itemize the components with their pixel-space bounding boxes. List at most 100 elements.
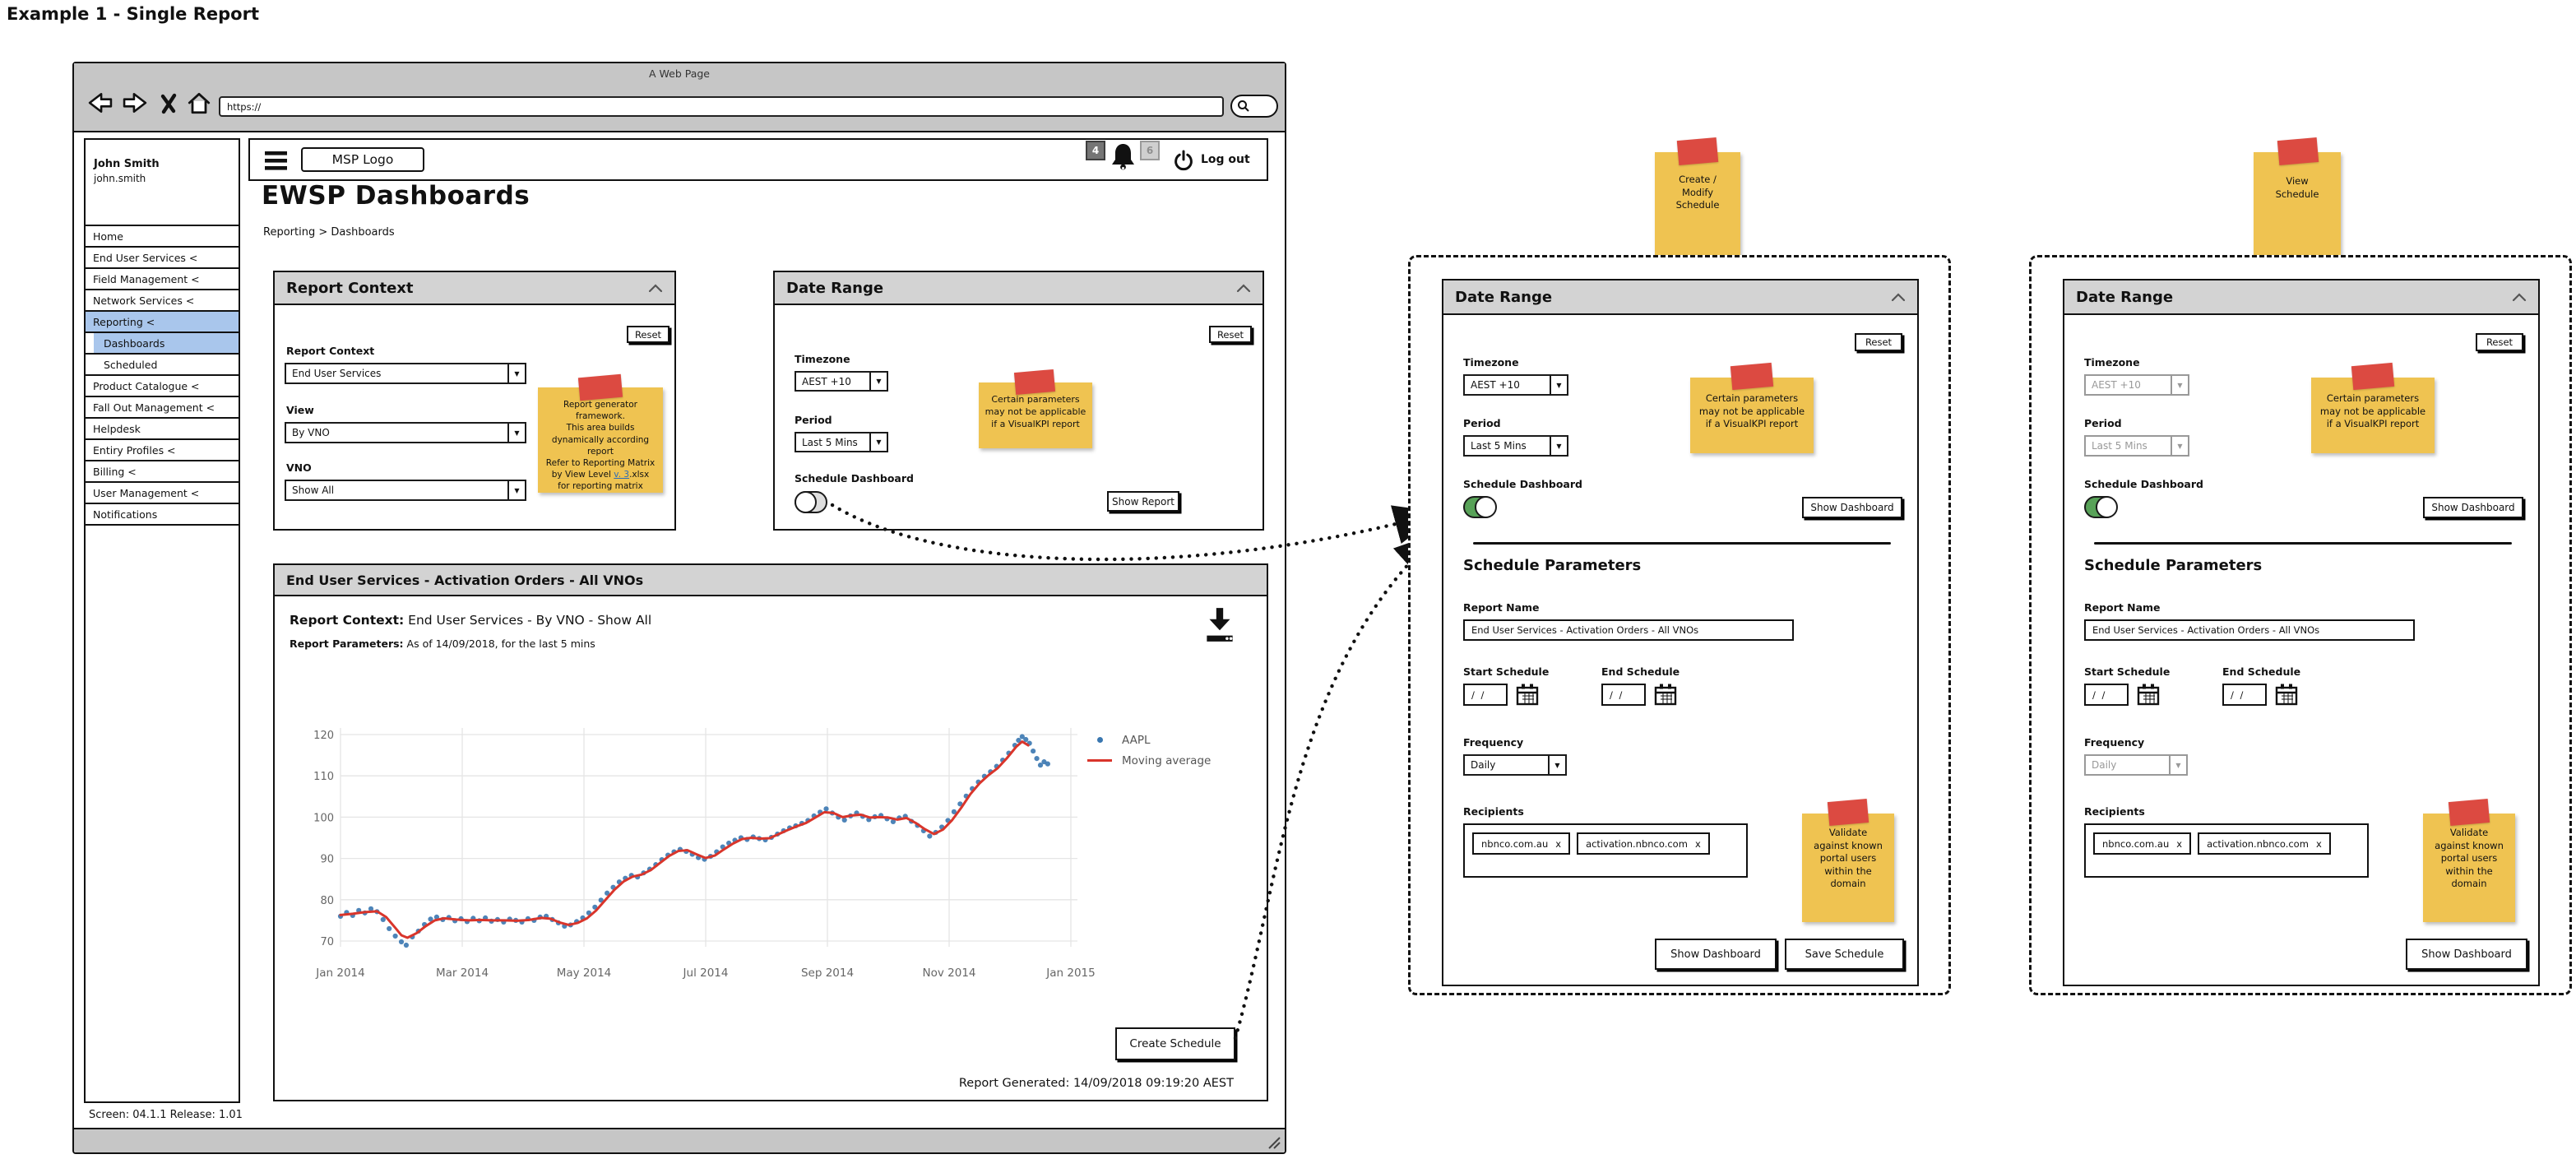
schedule-dashboard-label: Schedule Dashboard — [1463, 478, 1582, 490]
chevron-up-icon[interactable] — [1236, 283, 1251, 293]
date-range-reset-button[interactable]: Reset — [1209, 326, 1252, 343]
reporting-matrix-link[interactable]: v. 3 — [614, 470, 630, 480]
sidebar-item-network-services[interactable]: Network Services < — [84, 289, 240, 312]
schedule-date-range-title: Date Range — [2076, 288, 2174, 306]
bell-icon[interactable] — [1110, 142, 1136, 171]
report-generator-sticky-note: Report generator framework. This area bu… — [538, 373, 663, 493]
recipients-input[interactable]: nbnco.com.au x activation.nbnco.com x — [2084, 823, 2369, 878]
frequency-dropdown[interactable]: Daily ▼ — [1463, 754, 1567, 776]
save-schedule-button[interactable]: Save Schedule — [1785, 939, 1904, 970]
sticky-note-text: Report generator framework. This area bu… — [545, 400, 656, 480]
legend-moving-average-label: Moving average — [1122, 753, 1212, 767]
frequency-dropdown: Daily ▼ — [2084, 754, 2188, 776]
create-schedule-button[interactable]: Create Schedule — [1115, 1027, 1235, 1060]
dropdown-arrow-icon: ▼ — [507, 364, 525, 382]
report-context-dropdown[interactable]: End User Services ▼ — [285, 363, 526, 384]
recipient-tag[interactable]: activation.nbnco.com x — [2198, 832, 2331, 855]
chevron-up-icon[interactable] — [648, 283, 663, 293]
calendar-icon[interactable] — [2137, 683, 2160, 706]
recipient-text: nbnco.com.au — [1481, 837, 1549, 850]
chevron-up-icon[interactable] — [2512, 292, 2527, 302]
end-date-input[interactable]: / / — [2222, 684, 2267, 706]
schedule-dashboard-toggle[interactable] — [2084, 495, 2118, 518]
start-date-input[interactable]: / / — [1463, 684, 1508, 706]
sidebar-item-billing[interactable]: Billing < — [84, 460, 240, 483]
recipients-input[interactable]: nbnco.com.au x activation.nbnco.com x — [1463, 823, 1748, 878]
show-dashboard-button[interactable]: Show Dashboard — [1655, 939, 1777, 970]
dropdown-arrow-icon: ▼ — [1550, 437, 1567, 455]
show-dashboard-button[interactable]: Show Dashboard — [1802, 497, 1902, 518]
schedule-reset-button[interactable]: Reset — [1855, 333, 1902, 351]
calendar-icon[interactable] — [2275, 683, 2298, 706]
sidebar-item-product-catalogue[interactable]: Product Catalogue < — [84, 374, 240, 397]
report-context-panel: Report Context Reset Report Context End … — [273, 271, 676, 531]
sidebar-item-dashboards[interactable]: Dashboards — [84, 331, 240, 355]
recipient-tag[interactable]: activation.nbnco.com x — [1577, 832, 1710, 855]
show-report-button[interactable]: Show Report — [1107, 491, 1179, 512]
validate-sticky-note: Validate against known portal users with… — [2423, 798, 2515, 922]
remove-recipient-icon[interactable]: x — [2315, 837, 2322, 850]
power-icon[interactable] — [1173, 150, 1194, 172]
calendar-icon[interactable] — [1654, 683, 1677, 706]
sticky-note-text: Certain parameters may not be applicable… — [1698, 392, 1805, 430]
date-range-panel-title: Date Range — [786, 279, 884, 297]
schedule-dashboard-toggle[interactable] — [794, 490, 827, 513]
timezone-label: Timezone — [1463, 356, 1519, 369]
start-schedule-label: Start Schedule — [2084, 665, 2171, 678]
schedule-dashboard-toggle[interactable] — [1463, 495, 1497, 518]
browser-window-title: A Web Page — [648, 67, 710, 80]
browser-search-box[interactable] — [1230, 95, 1278, 118]
sidebar-item-user-management[interactable]: User Management < — [84, 481, 240, 504]
start-date-input[interactable]: / / — [2084, 684, 2129, 706]
report-name-label: Report Name — [2084, 601, 2161, 614]
sidebar-item-notifications[interactable]: Notifications — [84, 503, 240, 526]
remove-recipient-icon[interactable]: x — [1555, 837, 1562, 850]
sidebar-item-home[interactable]: Home — [84, 225, 240, 248]
sticky-note-text: Create / Modify Schedule — [1675, 174, 1720, 211]
period-label: Period — [795, 414, 832, 426]
schedule-reset-button[interactable]: Reset — [2476, 333, 2523, 351]
remove-recipient-icon[interactable]: x — [1694, 837, 1701, 850]
sidebar-item-scheduled[interactable]: Scheduled — [84, 353, 240, 376]
sticky-note-text: Certain parameters may not be applicable… — [985, 394, 1086, 429]
view-dropdown[interactable]: By VNO ▼ — [285, 422, 526, 443]
sidebar-item-reporting[interactable]: Reporting < — [84, 310, 240, 333]
report-generated-text: Report Generated: 14/09/2018 09:19:20 AE… — [958, 1077, 1234, 1090]
forward-icon[interactable] — [120, 91, 150, 114]
resize-handle-icon[interactable] — [1267, 1135, 1281, 1150]
close-icon[interactable] — [158, 93, 179, 114]
example-caption: Example 1 - Single Report — [7, 4, 260, 24]
chevron-up-icon[interactable] — [1891, 292, 1906, 302]
app-header-bar: MSP Logo 4 6 Log out — [248, 138, 1268, 181]
vno-field-label: VNO — [286, 461, 312, 474]
svg-text:May 2014: May 2014 — [557, 967, 612, 980]
hamburger-menu-icon[interactable] — [265, 151, 287, 170]
timezone-dropdown[interactable]: AEST +10 ▼ — [1463, 374, 1568, 396]
calendar-icon[interactable] — [1516, 683, 1539, 706]
report-name-input[interactable]: End User Services - Activation Orders - … — [1463, 619, 1794, 641]
sidebar-item-end-user-services[interactable]: End User Services < — [84, 246, 240, 269]
recipient-tag[interactable]: nbnco.com.au x — [2093, 832, 2192, 855]
period-dropdown[interactable]: Last 5 Mins ▼ — [1463, 435, 1568, 457]
sidebar-item-fall-out-management[interactable]: Fall Out Management < — [84, 396, 240, 419]
create-modify-schedule-sticky-note: Create / Modify Schedule — [1655, 137, 1740, 269]
download-icon[interactable] — [1202, 605, 1237, 644]
sidebar-item-entiry-profiles[interactable]: Entiry Profiles < — [84, 438, 240, 461]
report-name-input[interactable]: End User Services - Activation Orders - … — [2084, 619, 2415, 641]
timezone-dropdown[interactable]: AEST +10 ▼ — [795, 371, 888, 392]
show-dashboard-button[interactable]: Show Dashboard — [2406, 939, 2527, 970]
report-context-reset-button[interactable]: Reset — [627, 326, 669, 343]
url-bar[interactable]: https:// — [219, 96, 1224, 117]
period-dropdown[interactable]: Last 5 Mins ▼ — [795, 432, 888, 452]
recipient-tag[interactable]: nbnco.com.au x — [1472, 832, 1571, 855]
home-icon[interactable] — [186, 90, 212, 115]
remove-recipient-icon[interactable]: x — [2176, 837, 2183, 850]
show-dashboard-button[interactable]: Show Dashboard — [2423, 497, 2523, 518]
schedule-date-range-panel: Date Range Reset Timezone AEST +10 ▼ Peri… — [2063, 279, 2540, 986]
end-date-input[interactable]: / / — [1601, 684, 1646, 706]
sidebar-item-field-management[interactable]: Field Management < — [84, 267, 240, 290]
back-icon[interactable] — [86, 91, 115, 114]
sidebar-item-helpdesk[interactable]: Helpdesk — [84, 417, 240, 440]
logout-button[interactable]: Log out — [1201, 153, 1250, 166]
vno-dropdown[interactable]: Show All ▼ — [285, 480, 526, 501]
